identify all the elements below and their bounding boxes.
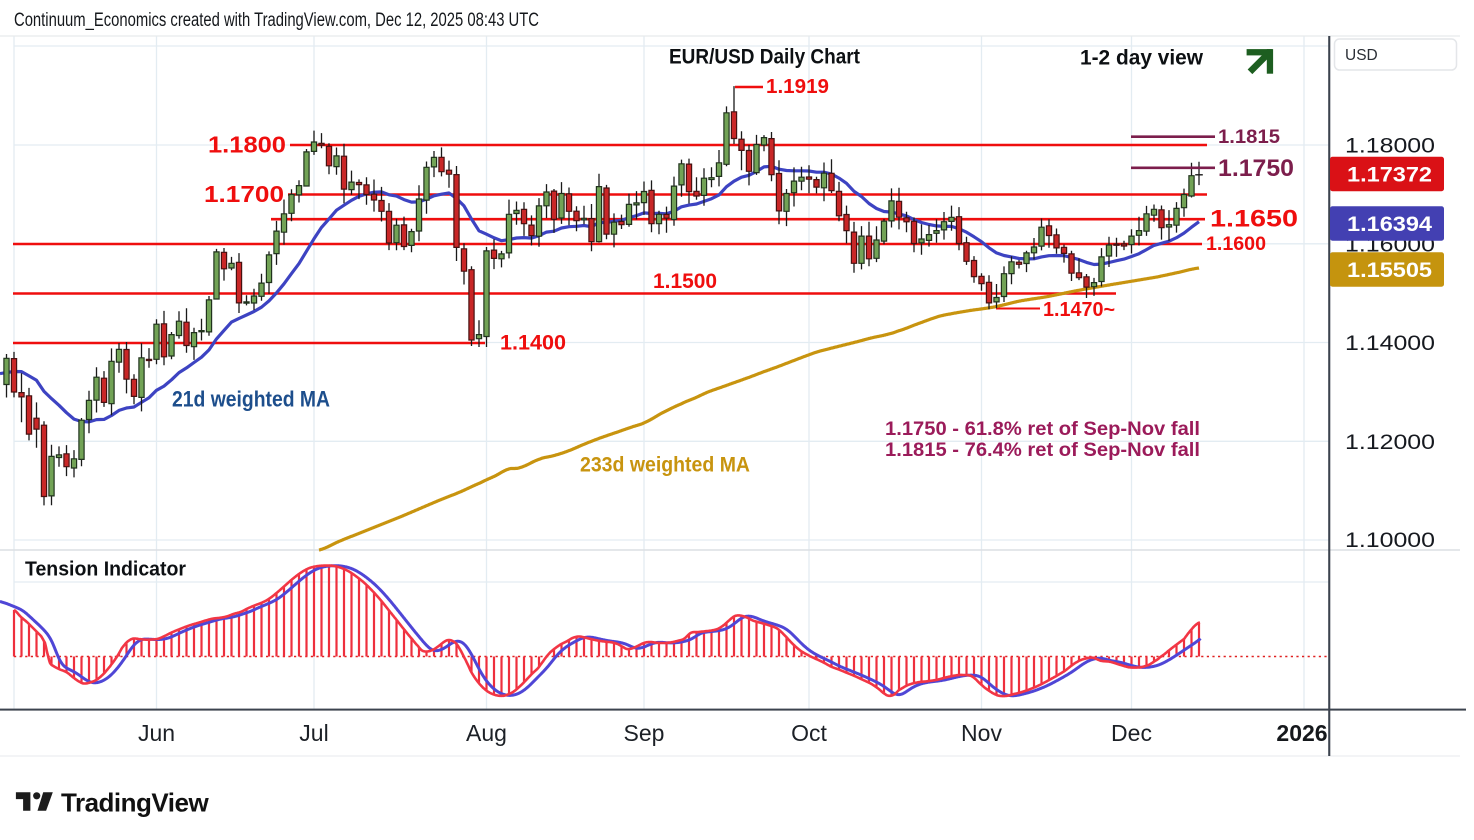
svg-text:Aug: Aug xyxy=(466,720,507,746)
svg-text:1.1470~: 1.1470~ xyxy=(1043,299,1115,321)
svg-text:Tension Indicator: Tension Indicator xyxy=(25,559,186,581)
svg-text:Dec: Dec xyxy=(1111,720,1152,746)
svg-text:1.17372: 1.17372 xyxy=(1347,163,1432,187)
svg-text:1.1750 - 61.8% ret of Sep-Nov: 1.1750 - 61.8% ret of Sep-Nov fall xyxy=(885,419,1200,440)
svg-text:Oct: Oct xyxy=(791,720,827,746)
svg-text:USD: USD xyxy=(1345,47,1378,64)
svg-text:Sep: Sep xyxy=(624,720,665,746)
svg-text:1-2 day view: 1-2 day view xyxy=(1080,47,1204,70)
svg-text:1.1750: 1.1750 xyxy=(1218,155,1294,182)
svg-text:EUR/USD Daily Chart: EUR/USD Daily Chart xyxy=(669,46,860,69)
svg-text:1.1815 - 76.4% ret of Sep-Nov: 1.1815 - 76.4% ret of Sep-Nov fall xyxy=(885,440,1200,461)
svg-text:233d weighted MA: 233d weighted MA xyxy=(580,454,750,477)
svg-text:TradingView: TradingView xyxy=(61,788,209,818)
svg-text:1.1600: 1.1600 xyxy=(1206,234,1266,255)
svg-text:1.16394: 1.16394 xyxy=(1347,212,1432,236)
svg-text:Jul: Jul xyxy=(299,720,328,746)
svg-text:1.18000: 1.18000 xyxy=(1345,135,1435,158)
svg-text:1.1700: 1.1700 xyxy=(204,181,284,207)
svg-text:1.1650: 1.1650 xyxy=(1210,206,1298,233)
svg-text:1.14000: 1.14000 xyxy=(1345,332,1435,355)
svg-text:1.1800: 1.1800 xyxy=(208,132,286,158)
svg-text:1.1815: 1.1815 xyxy=(1218,127,1280,148)
svg-text:1.1500: 1.1500 xyxy=(653,270,717,293)
svg-text:1.10000: 1.10000 xyxy=(1345,529,1435,552)
svg-text:Jun: Jun xyxy=(138,720,175,746)
svg-text:1.1919: 1.1919 xyxy=(766,76,829,98)
svg-text:1.1400: 1.1400 xyxy=(500,332,566,355)
svg-text:2026: 2026 xyxy=(1276,720,1327,746)
svg-text:1.15505: 1.15505 xyxy=(1347,258,1432,282)
svg-text:1.12000: 1.12000 xyxy=(1345,431,1435,454)
svg-text:21d weighted MA: 21d weighted MA xyxy=(172,387,330,412)
svg-text:Continuum_Economics created wi: Continuum_Economics created with Trading… xyxy=(14,10,539,31)
svg-text:Nov: Nov xyxy=(961,720,1002,746)
